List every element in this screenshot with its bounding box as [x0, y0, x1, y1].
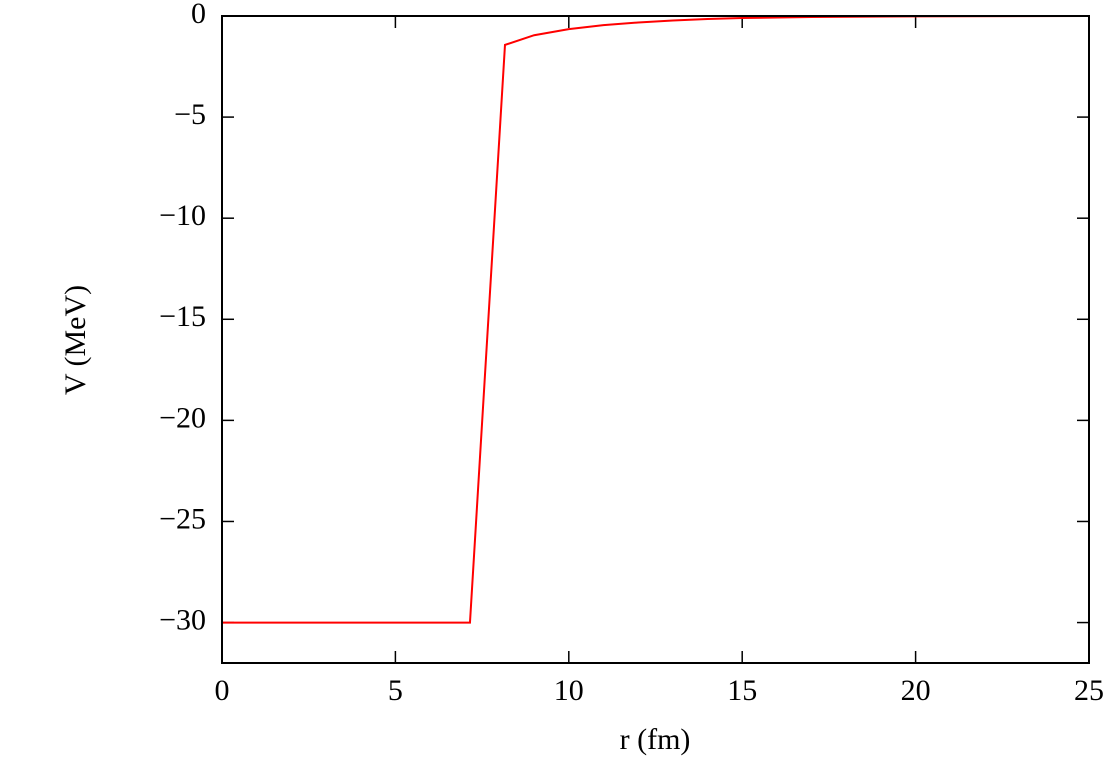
y-tick-label: −15	[159, 300, 206, 333]
y-tick-label: −25	[159, 502, 206, 535]
y-axis-label: V (MeV)	[59, 285, 92, 395]
x-tick-label: 0	[215, 674, 230, 707]
x-tick-label: 10	[554, 674, 584, 707]
y-tick-label: −20	[159, 401, 206, 434]
plot-frame	[221, 15, 1090, 664]
y-tick-label: −10	[159, 199, 206, 232]
y-tick-label: 0	[191, 0, 206, 30]
y-tick-label: −30	[159, 603, 206, 636]
x-axis-label: r (fm)	[620, 723, 691, 756]
line	[222, 15, 1090, 624]
x-tick-label: 25	[1074, 674, 1104, 707]
y-tick-label: −5	[174, 98, 206, 131]
x-tick-label: 5	[388, 674, 403, 707]
x-tick-label: 20	[901, 674, 931, 707]
x-tick-label: 15	[727, 674, 757, 707]
